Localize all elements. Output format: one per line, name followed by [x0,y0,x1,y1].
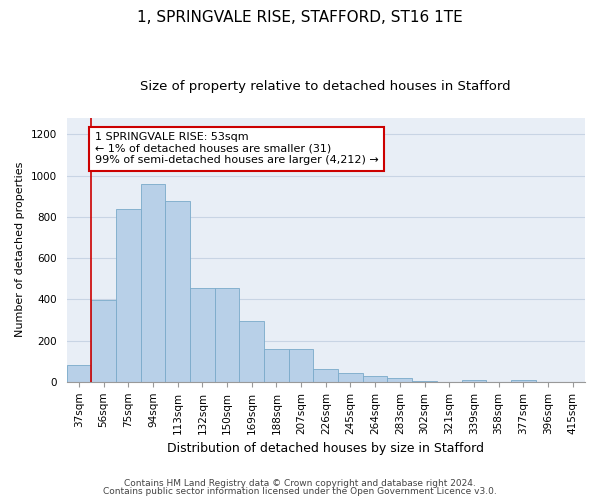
Bar [511,380,536,382]
Text: Contains HM Land Registry data © Crown copyright and database right 2024.: Contains HM Land Registry data © Crown c… [124,478,476,488]
Bar [165,202,190,382]
Bar [264,349,289,382]
Bar [412,381,437,382]
Bar [67,366,91,382]
Text: 1, SPRINGVALE RISE, STAFFORD, ST16 1TE: 1, SPRINGVALE RISE, STAFFORD, ST16 1TE [137,10,463,25]
Bar [91,300,116,382]
Bar [190,288,215,382]
Text: 1 SPRINGVALE RISE: 53sqm
← 1% of detached houses are smaller (31)
99% of semi-de: 1 SPRINGVALE RISE: 53sqm ← 1% of detache… [95,132,379,166]
Bar [461,380,486,382]
Bar [239,321,264,382]
Bar [215,288,239,382]
Y-axis label: Number of detached properties: Number of detached properties [15,162,25,338]
Bar [338,372,363,382]
Bar [289,349,313,382]
Bar [140,184,165,382]
Bar [388,378,412,382]
Text: Contains public sector information licensed under the Open Government Licence v3: Contains public sector information licen… [103,488,497,496]
Bar [116,208,140,382]
Title: Size of property relative to detached houses in Stafford: Size of property relative to detached ho… [140,80,511,93]
X-axis label: Distribution of detached houses by size in Stafford: Distribution of detached houses by size … [167,442,484,455]
Bar [313,370,338,382]
Bar [363,376,388,382]
